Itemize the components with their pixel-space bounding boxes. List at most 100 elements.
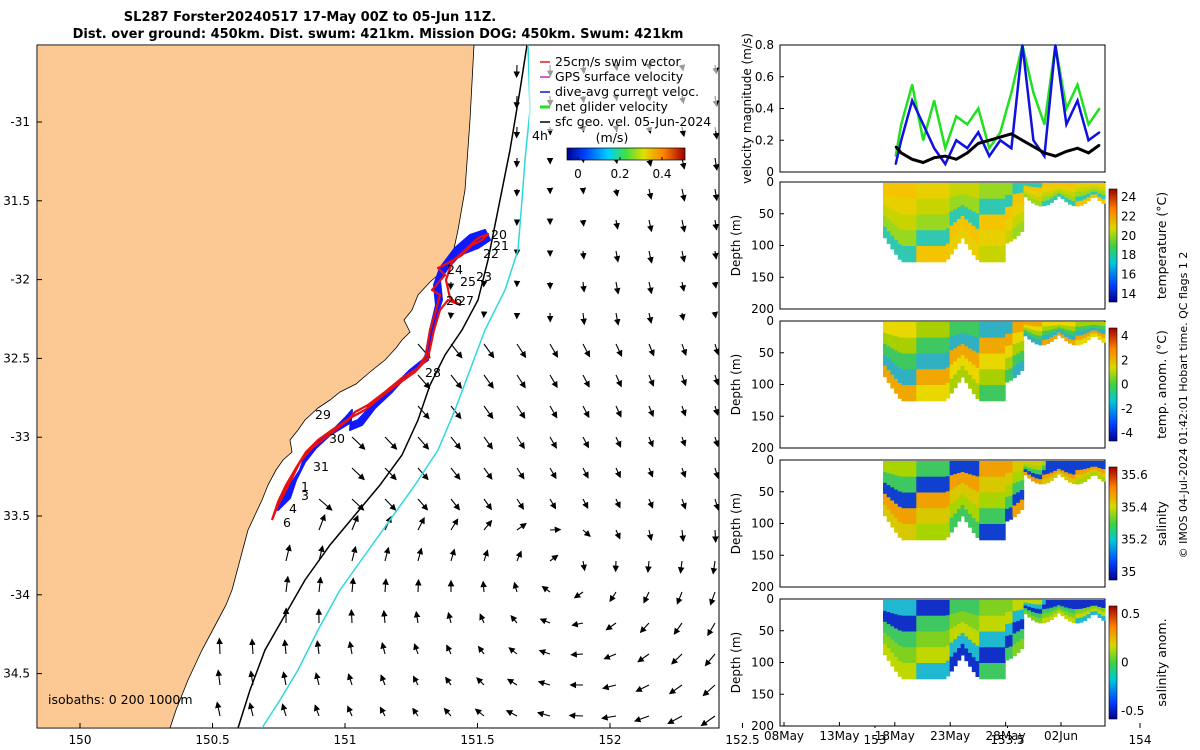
section-cell	[1093, 191, 1099, 195]
velocity-point	[1065, 123, 1068, 126]
section-cell	[905, 337, 910, 354]
velocity-y-label: velocity magnitude (m/s)	[740, 33, 754, 184]
colorbar-tick-label: 35.6	[1121, 468, 1148, 482]
section-cell	[990, 322, 995, 339]
current-arrow	[673, 622, 683, 635]
section-cell	[916, 647, 921, 664]
section-cell	[1027, 613, 1032, 618]
section-cell	[890, 513, 895, 528]
section-cell	[886, 600, 891, 613]
section-cell	[883, 621, 888, 634]
section-cell	[964, 219, 969, 233]
section-cell	[1005, 473, 1010, 486]
section-cell	[942, 183, 947, 200]
section-cell	[1001, 508, 1006, 525]
section-cell	[905, 461, 910, 478]
section-cell	[968, 348, 973, 363]
section-cell	[1093, 183, 1099, 187]
current-arrow	[483, 405, 494, 420]
section-cell	[1064, 197, 1069, 203]
section-cell	[934, 476, 940, 493]
section-cell	[1086, 332, 1091, 337]
section-cell	[986, 385, 991, 402]
current-arrow	[516, 374, 526, 389]
section-cell	[982, 492, 988, 509]
map-x-tick-label: 152.5	[725, 733, 759, 747]
section-cell	[1097, 461, 1102, 466]
section-cell	[1068, 326, 1073, 331]
velocity-point	[999, 139, 1002, 142]
velocity-point	[911, 99, 914, 102]
section-cell	[1068, 469, 1073, 475]
section-cell	[1053, 467, 1058, 472]
section-cell	[1053, 613, 1058, 617]
section-cell	[1053, 461, 1058, 465]
section-cell	[1027, 183, 1032, 187]
section-cell	[1071, 465, 1076, 471]
section-cell	[1038, 192, 1043, 198]
section-cell	[886, 370, 891, 383]
speed-colorbar-ticks: 0 0.2 0.4	[574, 157, 672, 181]
section-cell	[1075, 613, 1080, 619]
current-arrow	[443, 707, 452, 717]
section-cell	[1049, 194, 1054, 200]
section-cell	[975, 198, 980, 215]
current-arrow	[215, 669, 223, 686]
section-cell	[905, 663, 910, 680]
section-cell	[986, 663, 991, 680]
current-arrow	[450, 498, 461, 511]
current-arrow	[613, 250, 621, 263]
section-cell	[901, 492, 906, 509]
section-cell	[1016, 363, 1021, 375]
section-cell	[953, 209, 958, 223]
section-cell	[890, 322, 895, 336]
current-arrow	[549, 343, 559, 358]
section-cell	[979, 369, 984, 386]
section-cell	[901, 214, 906, 231]
section-cell	[994, 508, 999, 525]
section-cell	[1086, 607, 1091, 612]
section-cell	[1045, 187, 1051, 193]
section-cell	[975, 183, 980, 199]
section-cell	[923, 492, 928, 509]
current-arrow	[579, 219, 587, 227]
section-cell	[916, 508, 921, 525]
section-cell	[894, 489, 899, 505]
section-cell	[1042, 465, 1047, 471]
section-cell	[1005, 369, 1010, 383]
section-cell	[1038, 609, 1043, 615]
section-cell	[886, 231, 891, 244]
section-cell	[912, 508, 917, 525]
section-cell	[1008, 507, 1014, 520]
section-cell	[1082, 600, 1088, 605]
section-cell	[1068, 608, 1073, 614]
section-cell	[957, 473, 962, 486]
section-cell	[1001, 353, 1006, 370]
section-cell	[968, 487, 973, 502]
section-cell	[908, 246, 914, 263]
section-cell	[920, 198, 925, 215]
section-cell	[1064, 611, 1069, 616]
section-cell	[883, 204, 888, 217]
section-cell	[1023, 602, 1028, 606]
section-cell	[986, 492, 991, 509]
section-cell	[1086, 603, 1091, 608]
section-cell	[960, 194, 965, 206]
velocity-point	[1010, 133, 1013, 135]
section-cell	[1097, 613, 1102, 618]
section-cell	[1060, 603, 1065, 607]
depth-tick-label: 100	[751, 239, 774, 253]
velocity-point	[1087, 152, 1090, 154]
legend-label: GPS surface velocity	[555, 69, 684, 84]
current-arrow	[348, 609, 355, 624]
current-arrow	[516, 467, 525, 480]
velocity-point	[1043, 123, 1046, 126]
section-cell	[1053, 606, 1058, 611]
section-cell	[1038, 479, 1043, 485]
section-cell	[975, 476, 980, 493]
section-cell	[986, 198, 991, 215]
section-cell	[1027, 189, 1032, 194]
section-cell	[934, 492, 940, 509]
section-cell	[986, 461, 991, 478]
